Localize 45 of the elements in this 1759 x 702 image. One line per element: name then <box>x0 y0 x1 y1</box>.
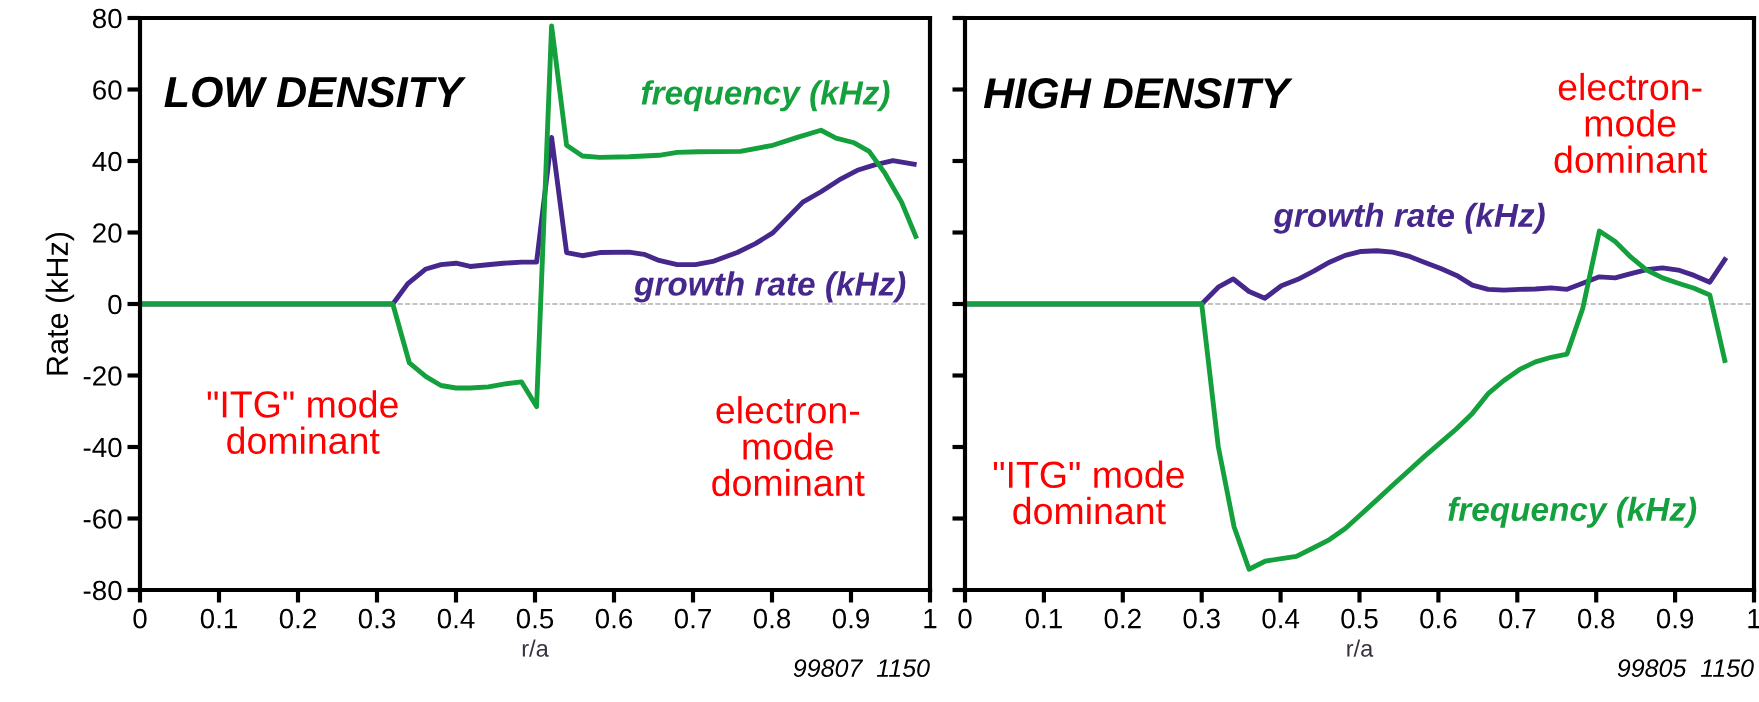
x-tick-label: 0.9 <box>832 608 869 629</box>
x-tick-label: 0.4 <box>1262 608 1300 629</box>
x-tick-label: 0.5 <box>516 608 554 629</box>
y-tick-label: -80 <box>83 580 122 601</box>
y-axis-title: Rate (kHz) <box>45 232 75 375</box>
x-tick-label: 0.2 <box>1104 608 1141 629</box>
annotation: electron- mode dominant <box>712 396 865 497</box>
series-label: frequency (kHz) <box>641 80 890 112</box>
annotation: electron- mode dominant <box>1554 72 1707 174</box>
text: HIGH DENSITY <box>983 78 1293 109</box>
y-tick-label: 60 <box>93 80 122 100</box>
x-tick-label: 0.3 <box>358 608 396 629</box>
annotation: "ITG" mode dominant <box>207 390 398 455</box>
y-tick-label: 40 <box>92 151 122 172</box>
text: LOW DENSITY <box>164 76 466 108</box>
x-tick-label: 0.3 <box>1183 608 1220 629</box>
x-tick-label: 0.1 <box>200 608 237 629</box>
y-tick-label: -40 <box>83 437 122 458</box>
x-tick-label: 0.8 <box>1577 608 1615 629</box>
text: 99807 1150 <box>793 659 930 677</box>
y-tick-label: -60 <box>83 509 122 529</box>
y-tick-label: 80 <box>92 8 122 29</box>
series-label: growth rate (kHz) <box>1273 202 1545 234</box>
x-tick-label: 0 <box>133 608 147 629</box>
x-tick-label: 0.2 <box>279 608 316 629</box>
x-tick-label: 0.7 <box>674 608 711 629</box>
y-tick-label: -20 <box>83 366 122 386</box>
series-label: growth rate (kHz) <box>633 271 906 303</box>
x-tick-label: 0.9 <box>1656 608 1694 629</box>
series-label: frequency (kHz) <box>1448 496 1697 528</box>
y-tick-label: 0 <box>108 294 122 315</box>
x-tick-label: 0.6 <box>595 608 633 629</box>
x-tick-label: 0.7 <box>1499 608 1536 629</box>
text: 99805 1150 <box>1617 659 1754 677</box>
x-tick-label: 0.5 <box>1341 608 1378 629</box>
x-axis-title: r/a <box>1347 639 1374 657</box>
x-tick-label: 0.6 <box>1420 608 1457 629</box>
x-axis-title: r/a <box>522 639 549 657</box>
y-tick-label: 20 <box>93 223 122 243</box>
annotation: "ITG" mode dominant <box>993 460 1184 525</box>
x-tick-label: 1 <box>924 609 937 629</box>
x-tick-label: 0.4 <box>437 608 475 629</box>
x-tick-label: 0.8 <box>753 608 791 629</box>
x-tick-label: 0.1 <box>1025 608 1062 629</box>
x-tick-label: 0 <box>958 608 972 629</box>
